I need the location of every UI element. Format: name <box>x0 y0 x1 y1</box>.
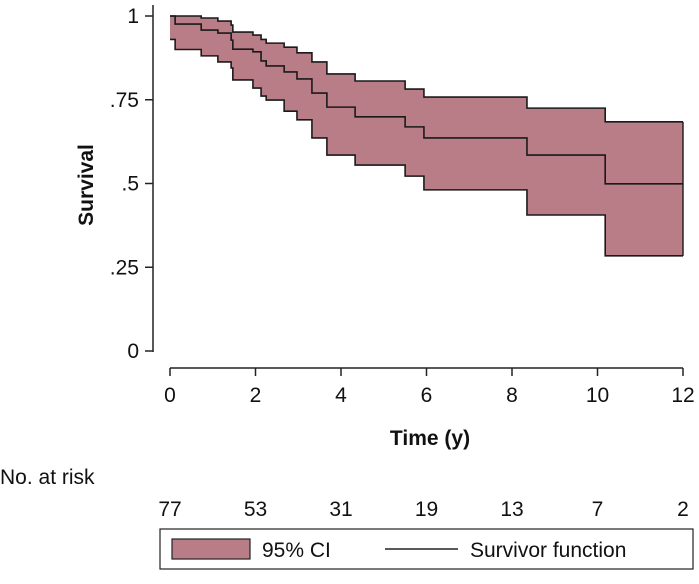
y-tick-label: 0 <box>127 340 139 363</box>
legend-label-survivor: Survivor function <box>470 539 626 562</box>
y-tick-label: .25 <box>110 256 139 279</box>
x-tick-label: 0 <box>164 384 176 407</box>
legend-label-ci: 95% CI <box>262 539 331 562</box>
y-tick-label: .5 <box>121 173 139 196</box>
ci-upper-line <box>170 15 683 123</box>
x-axis-label: Time (y) <box>390 427 470 450</box>
ci-band <box>170 16 683 256</box>
y-tick-label: 1 <box>127 5 139 28</box>
y-ticks: 0 .25 .5 .75 1 <box>110 5 153 363</box>
x-tick-label: 4 <box>335 384 347 407</box>
x-tick-label: 6 <box>421 384 433 407</box>
risk-count: 77 <box>158 498 181 521</box>
risk-count: 19 <box>415 498 438 521</box>
risk-table: 77 53 31 19 13 7 2 <box>158 498 689 521</box>
legend: 95% CI Survivor function <box>159 528 694 570</box>
x-tick-label: 2 <box>250 384 262 407</box>
x-tick-label: 12 <box>671 384 694 407</box>
risk-table-label: No. at risk <box>0 466 95 489</box>
risk-count: 7 <box>592 498 604 521</box>
plot-area <box>170 15 684 257</box>
risk-count: 13 <box>500 498 523 521</box>
risk-count: 2 <box>677 498 689 521</box>
ci-lower-line <box>170 38 683 257</box>
x-tick-label: 10 <box>586 384 609 407</box>
legend-swatch-ci <box>171 538 251 560</box>
y-tick-label: .75 <box>110 89 139 112</box>
x-tick-label: 8 <box>506 384 518 407</box>
legend-box <box>159 528 694 570</box>
risk-count: 53 <box>244 498 267 521</box>
y-axis-label: Survival <box>75 144 98 226</box>
risk-count: 31 <box>329 498 352 521</box>
survivor-function-line <box>170 15 683 185</box>
x-ticks: 0 2 4 6 8 10 12 <box>164 368 695 407</box>
